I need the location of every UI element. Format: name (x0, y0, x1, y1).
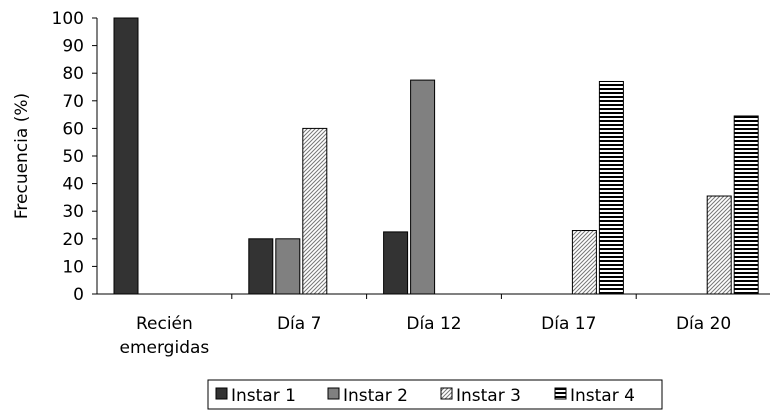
bar-instar-3 (571, 230, 597, 295)
y-axis-label: Frecuencia (%) (12, 93, 32, 219)
bar-instar-3 (706, 195, 732, 295)
bars (113, 17, 759, 295)
legend-box (207, 379, 663, 410)
x-tick-label: Día 20 (676, 314, 731, 334)
bar-instar-2 (410, 79, 436, 295)
x-tick-label: Día 17 (541, 314, 596, 334)
legend-swatch (215, 387, 228, 400)
y-tick-label: 30 (62, 202, 84, 222)
bar-instar-1 (248, 238, 274, 295)
y-tick-label: 0 (73, 285, 84, 305)
y-tick-label: 10 (62, 257, 84, 277)
legend: Instar 1 Instar 2 Instar 3 Instar 4 (207, 379, 663, 410)
legend-swatch (554, 387, 567, 400)
legend-label: Instar 4 (570, 386, 635, 406)
y-tick-label: 50 (62, 147, 84, 167)
y-tick-label: 20 (62, 230, 84, 250)
y-tick-label: 70 (62, 92, 84, 112)
legend-label: Instar 3 (456, 386, 521, 406)
y-tick-label: 40 (62, 175, 84, 195)
y-tick-label: 90 (62, 37, 84, 57)
bar-instar-1 (113, 17, 139, 295)
legend-swatch (327, 387, 340, 400)
bar-instar-3 (302, 127, 328, 295)
y-tick-label: 60 (62, 119, 84, 139)
bar-instar-4 (598, 80, 624, 295)
legend-swatch (440, 387, 453, 400)
bar-instar-2 (275, 238, 301, 295)
y-tick-label: 100 (52, 9, 84, 29)
legend-label: Instar 2 (343, 386, 408, 406)
x-tick-label: Día 12 (406, 314, 461, 334)
y-tick-label: 80 (62, 64, 84, 84)
bar-instar-1 (383, 231, 409, 295)
legend-label: Instar 1 (231, 386, 296, 406)
x-tick-label: Día 7 (277, 314, 321, 334)
axes: 0 10 20 30 40 50 60 70 80 90 100 Frecuencia (%) Reci… (12, 9, 770, 358)
x-tick-label: Recién emergidas (120, 314, 210, 358)
bar-instar-4 (733, 115, 759, 295)
